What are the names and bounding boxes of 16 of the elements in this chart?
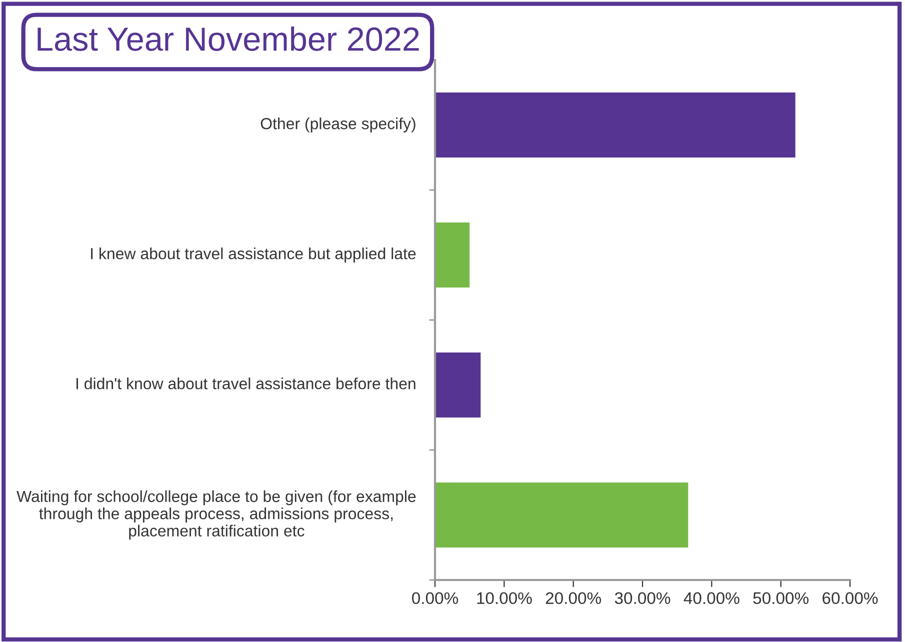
x-tick-label: 10.00%	[477, 592, 532, 604]
bar	[435, 482, 688, 548]
x-tick-label: 20.00%	[546, 592, 602, 604]
y-tick-label: I knew about travel assistance but applied late	[91, 248, 416, 262]
x-tick-label: 60.00%	[822, 592, 878, 604]
x-tick-label: 50.00%	[753, 592, 809, 604]
bar	[435, 222, 470, 288]
x-tick-label: 30.00%	[614, 592, 670, 604]
x-tick-label: 0.00%	[412, 592, 458, 604]
y-tick-label: I didn't know about travel assistance before then	[76, 378, 416, 390]
y-tick-label: Other (please specify)	[260, 118, 416, 132]
chart-title: Last Year November 2022	[38, 26, 419, 51]
y-tick-label: Waiting for school/college place to be given (for example through the appeals process, admissions process, placement ratification etc	[16, 490, 416, 540]
bar	[435, 92, 796, 158]
x-tick-label: 40.00%	[684, 592, 740, 604]
bar	[435, 352, 481, 418]
